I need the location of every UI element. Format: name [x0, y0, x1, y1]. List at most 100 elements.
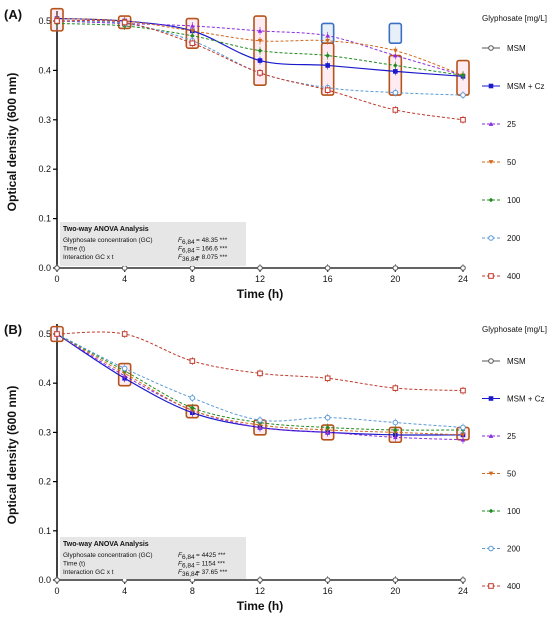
- data-point: [190, 23, 195, 28]
- data-point: [392, 419, 399, 426]
- x-axis-title: Time (h): [237, 599, 283, 613]
- anova-value: = 8.075 ***: [196, 254, 228, 261]
- legend-label: MSM + Cz: [507, 395, 545, 404]
- legend-title: Glyphosate [mg/L]: [482, 325, 547, 334]
- legend-label: 50: [507, 470, 516, 479]
- data-point: [460, 433, 466, 438]
- y-axis-title: Optical density (600 nm): [5, 73, 19, 212]
- anova-row-label: Time (t): [63, 246, 85, 253]
- y-tick-label: 0.5: [38, 329, 51, 339]
- anova-value: = 1154 ***: [196, 561, 225, 568]
- legend-label: 25: [507, 432, 516, 441]
- legend-label: MSM + Cz: [507, 82, 545, 91]
- legend-marker: [488, 508, 494, 514]
- data-point: [460, 577, 466, 583]
- y-tick-label: 0.5: [38, 16, 51, 26]
- legend-label: 200: [507, 234, 521, 243]
- data-point: [257, 370, 263, 377]
- anova-stat: F: [178, 246, 183, 253]
- data-point: [392, 265, 399, 271]
- data-point: [257, 48, 263, 53]
- data-point: [460, 73, 466, 78]
- x-tick-label: 24: [458, 274, 468, 284]
- x-tick-label: 0: [54, 586, 59, 596]
- panel-a: (A) 0.0 0.1 0.2 0.3 0.4 0.5 0 4 8 12 16 20 24 Time (h)…: [4, 7, 547, 301]
- anova-value: = 166.6 ***: [196, 246, 228, 253]
- legend-label: 200: [507, 545, 521, 554]
- data-point: [393, 53, 398, 58]
- legend-label: 100: [507, 507, 521, 516]
- data-point: [460, 265, 466, 271]
- anova-stat: F: [178, 569, 183, 576]
- anova-stat: F: [178, 561, 183, 568]
- data-point: [325, 33, 330, 38]
- anova-title: Two-way ANOVA Analysis: [63, 541, 149, 548]
- legend-marker: [488, 45, 494, 51]
- legend-marker: [488, 471, 494, 476]
- anova-value: = 48.35 ***: [196, 237, 228, 244]
- y-tick-label: 0.3: [38, 427, 51, 437]
- data-point: [257, 265, 263, 271]
- panel-label: (A): [4, 7, 22, 22]
- anova-row-label: Interaction GC x t: [63, 569, 114, 576]
- data-point: [257, 28, 263, 33]
- data-point: [189, 395, 196, 401]
- data-point: [54, 18, 60, 24]
- data-point: [325, 63, 330, 68]
- data-point: [54, 331, 60, 337]
- data-point: [325, 38, 330, 44]
- y-tick-label: 0.1: [38, 526, 51, 536]
- legend-marker: [488, 358, 494, 364]
- anova-df: 36,84: [182, 256, 199, 263]
- y-tick-label: 0.4: [38, 378, 51, 388]
- data-point: [190, 29, 195, 34]
- legend-title: Glyphosate [mg/L]: [482, 14, 547, 23]
- y-tick-label: 0.0: [38, 263, 51, 273]
- data-point: [324, 375, 331, 382]
- legend-marker: [488, 273, 494, 279]
- legend-marker: [488, 121, 494, 126]
- x-tick-label: 20: [390, 274, 400, 284]
- data-point: [392, 385, 399, 391]
- anova-row-label: Interaction GC x t: [63, 254, 114, 261]
- x-tick-label: 0: [54, 274, 59, 284]
- legend-label: 50: [507, 158, 516, 167]
- data-point: [189, 40, 196, 47]
- y-tick-label: 0.1: [38, 214, 51, 224]
- data-point: [460, 437, 466, 442]
- highlight-box: [388, 22, 403, 45]
- x-tick-label: 16: [323, 586, 333, 596]
- x-axis-title: Time (h): [237, 287, 283, 301]
- x-tick-label: 16: [323, 274, 333, 284]
- y-tick-label: 0.3: [38, 115, 51, 125]
- data-point: [393, 63, 398, 68]
- data-point: [189, 265, 196, 271]
- legend-marker: [488, 235, 494, 241]
- data-point: [460, 387, 466, 394]
- legend-marker: [488, 396, 494, 401]
- legend-label: MSM: [507, 357, 526, 366]
- legend-label: 400: [507, 582, 521, 591]
- data-point: [460, 92, 466, 98]
- data-point: [393, 435, 398, 440]
- data-point: [257, 38, 263, 44]
- data-point: [257, 417, 263, 423]
- x-tick-label: 24: [458, 586, 468, 596]
- anova-df: 6,84: [182, 248, 195, 255]
- legend-label: 400: [507, 272, 521, 281]
- data-point: [393, 69, 398, 74]
- data-point: [121, 331, 128, 337]
- legend-label: 25: [507, 120, 516, 129]
- data-point: [324, 87, 331, 93]
- legend-marker: [488, 433, 494, 438]
- x-tick-label: 12: [255, 586, 265, 596]
- data-point: [460, 117, 466, 123]
- data-point: [121, 19, 128, 26]
- x-tick-label: 8: [190, 274, 195, 284]
- data-point: [54, 265, 60, 271]
- anova-box: [60, 537, 246, 579]
- legend-marker: [488, 583, 494, 589]
- anova-stat: F: [178, 254, 183, 261]
- anova-box: [60, 222, 246, 266]
- data-point: [392, 577, 399, 583]
